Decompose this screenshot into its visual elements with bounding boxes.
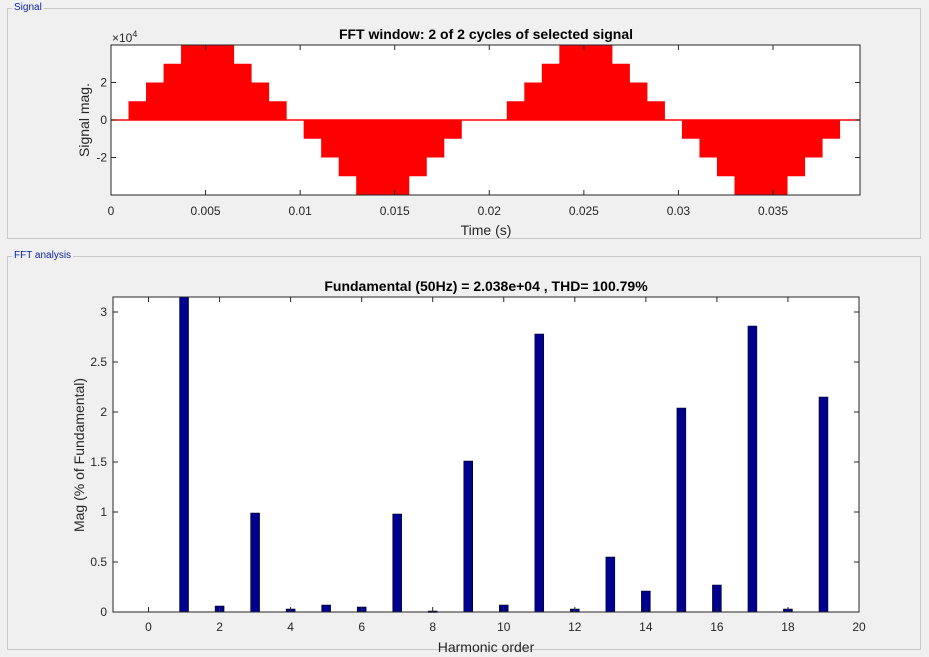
fft-y-tick-label: 2: [100, 405, 107, 419]
signal-y-axis: 2 0 -2: [96, 76, 860, 165]
fft-x-tick-label: 0: [145, 620, 152, 634]
fft-y-tick-label: 0: [100, 605, 107, 619]
signal-step: [594, 45, 613, 120]
fft-analysis-panel: FFT analysis: [7, 249, 921, 650]
signal-exponent-label: ×104: [112, 29, 137, 45]
fft-plot-area: [113, 297, 859, 612]
signal-x-tick-label: 0.035: [758, 204, 788, 218]
signal-step: [443, 120, 462, 139]
signal-step: [804, 120, 823, 158]
signal-x-tick-label: 0.03: [667, 204, 691, 218]
fft-panel-title: FFT analysis: [12, 249, 74, 263]
signal-step: [408, 120, 427, 177]
fft-bar-h5: [321, 604, 331, 613]
signal-step: [146, 82, 165, 120]
fft-x-tick-label: 8: [429, 620, 436, 634]
signal-step: [338, 120, 357, 177]
fft-x-label: Harmonic order: [438, 639, 535, 655]
signal-step: [629, 82, 648, 120]
signal-step: [716, 120, 735, 177]
signal-step: [181, 45, 200, 120]
signal-step: [822, 120, 841, 139]
fft-x-tick-label: 16: [710, 620, 724, 634]
signal-step: [321, 120, 340, 158]
signal-step: [524, 82, 543, 120]
fft-x-tick-label: 4: [287, 620, 294, 634]
signal-step: [506, 101, 525, 120]
fft-x-tick-label: 20: [852, 620, 866, 634]
signal-x-label: Time (s): [461, 222, 512, 238]
signal-step: [426, 120, 445, 158]
signal-panel: Signal: [7, 1, 921, 239]
fft-y-tick-label: 1.5: [90, 455, 107, 469]
fft-y-label: Mag (% of Fundamental): [71, 378, 87, 532]
signal-panel-title: Signal: [12, 1, 44, 15]
fft-x-tick-label: 10: [497, 620, 511, 634]
fft-bar-h9: [463, 460, 473, 613]
signal-chart: 0 0.005 0.01 0.015 0.02 0.025 0.03 0.035 2 0 -2 F…: [76, 26, 861, 238]
fft-y-tick-label: 3: [100, 305, 107, 319]
fft-x-tick-label: 18: [781, 620, 795, 634]
signal-step: [268, 101, 287, 120]
signal-step: [216, 45, 235, 120]
signal-step: [233, 63, 252, 120]
fft-y-tick-label: 2.5: [90, 355, 107, 369]
fft-bar-h11: [534, 333, 545, 613]
fft-bar-h13: [605, 556, 616, 613]
signal-step: [251, 82, 270, 120]
fft-bar-h19: [818, 396, 829, 613]
signal-step: [373, 120, 392, 195]
signal-y-tick-label: 0: [100, 113, 107, 127]
signal-step: [541, 63, 560, 120]
fft-x-axis: 0 2 4 6 8 10 12 14 16 18 20: [145, 297, 866, 634]
fft-y-axis: 0 0.5 1 1.5 2 2.5 3: [90, 305, 859, 619]
signal-step: [576, 45, 595, 120]
fft-x-tick-label: 6: [358, 620, 365, 634]
signal-step: [128, 101, 147, 120]
signal-step: [681, 120, 700, 139]
signal-x-tick-label: 0.01: [288, 204, 312, 218]
signal-step: [303, 120, 322, 139]
fft-x-tick-label: 2: [216, 620, 223, 634]
signal-step: [356, 120, 375, 195]
fft-bar-h17: [747, 325, 758, 613]
signal-x-tick-label: 0.015: [380, 204, 410, 218]
fft-x-tick-label: 12: [568, 620, 582, 634]
signal-step: [163, 63, 182, 120]
fft-bar-h3: [250, 512, 260, 613]
fft-chart-title: Fundamental (50Hz) = 2.038e+04 , THD= 10…: [324, 278, 648, 294]
fft-bar-h1: [179, 296, 189, 613]
signal-step: [198, 45, 217, 120]
signal-chart-title: FFT window: 2 of 2 cycles of selected si…: [339, 26, 633, 42]
signal-x-tick-label: 0.005: [191, 204, 221, 218]
signal-step: [699, 120, 718, 158]
signal-step: [769, 120, 788, 195]
fft-x-tick-label: 14: [639, 620, 653, 634]
signal-y-tick-label: 2: [100, 76, 107, 90]
signal-waveform: [111, 45, 860, 195]
signal-x-tick-label: 0: [108, 204, 115, 218]
signal-step: [787, 120, 806, 177]
fft-y-tick-label: 1: [100, 505, 107, 519]
signal-step: [611, 63, 630, 120]
signal-step: [391, 120, 410, 195]
signal-x-tick-label: 0.02: [478, 204, 502, 218]
fft-plot-border: [112, 296, 860, 613]
signal-step: [734, 120, 753, 195]
signal-x-tick-label: 0.025: [569, 204, 599, 218]
signal-step: [559, 45, 578, 120]
signal-x-axis: 0 0.005 0.01 0.015 0.02 0.025 0.03 0.035: [108, 45, 788, 218]
signal-step: [646, 101, 665, 120]
fft-bar-h7: [392, 513, 402, 613]
signal-y-label: Signal mag.: [76, 83, 92, 157]
signal-y-tick-label: -2: [96, 151, 107, 165]
fft-bar-h15: [676, 407, 687, 613]
fft-y-tick-label: 0.5: [90, 555, 107, 569]
signal-step: [752, 120, 771, 195]
